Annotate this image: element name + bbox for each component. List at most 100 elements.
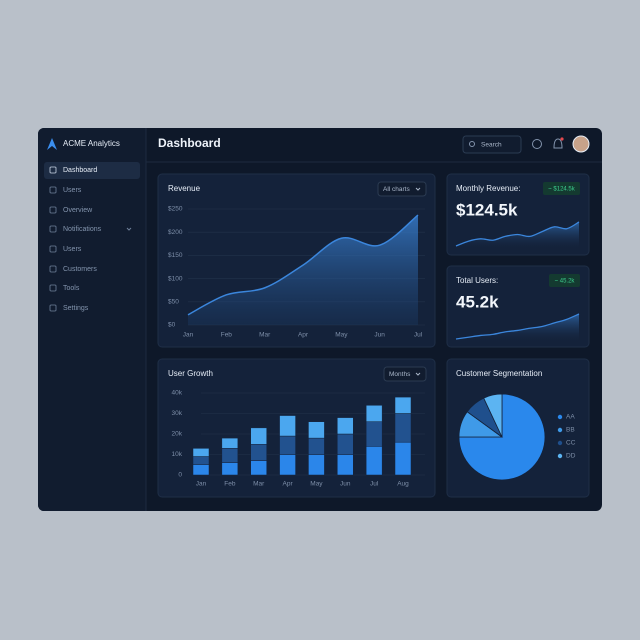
bar-segment (337, 454, 354, 476)
sparkline-fill (456, 314, 579, 343)
nav-icon (49, 206, 57, 214)
bar-segment (365, 446, 383, 476)
avatar[interactable] (572, 135, 590, 153)
active-item[interactable] (44, 162, 140, 179)
nav-item[interactable]: Settings (63, 305, 89, 312)
legend-dot (557, 453, 563, 459)
legend-label: AA (566, 414, 575, 421)
bar-segment (394, 441, 412, 476)
x-tick-label: Jul (370, 481, 379, 488)
nav-item[interactable]: Users (63, 187, 82, 194)
card-title: Total Users: (456, 276, 498, 285)
card-title: Monthly Revenue: (456, 184, 520, 193)
bar-segment (250, 444, 267, 461)
area-line (187, 214, 419, 316)
y-tick-label: 10k (172, 451, 183, 458)
bar-segment (192, 456, 210, 465)
chevron (415, 372, 421, 376)
bar-segment (279, 415, 296, 437)
legend-dot (557, 440, 563, 446)
chevron (415, 187, 421, 191)
y-tick-label: $250 (168, 206, 183, 213)
pie-slice (458, 393, 546, 481)
y-tick-label: 40k (172, 390, 183, 397)
bar-segment (365, 421, 383, 447)
chevron (126, 227, 132, 231)
x-tick-label: May (310, 481, 323, 488)
bar-segment (279, 435, 296, 455)
badge-dot (560, 137, 564, 141)
nav: Dashboard Users Overview Notifications Users… (49, 166, 102, 312)
badge (549, 274, 580, 287)
legend-label: BB (566, 427, 575, 434)
help-icon[interactable] (532, 139, 542, 149)
search-icon (469, 141, 475, 147)
bar-segment (365, 405, 383, 422)
legend-dot (557, 414, 563, 420)
legend-label: CC (566, 440, 576, 447)
y-tick-label: 0 (178, 472, 182, 479)
bar-segment (192, 464, 210, 476)
x-tick-label: Jul (414, 332, 423, 339)
bar-segment (394, 396, 412, 414)
search-box[interactable] (462, 135, 522, 154)
x-tick-label: Jan (183, 332, 194, 339)
x-tick-label: Feb (221, 332, 233, 339)
x-tick-label: Jan (196, 481, 207, 488)
x-tick-label: Apr (283, 481, 294, 488)
bar-segment (308, 454, 325, 476)
kpi: 45.2k (456, 292, 499, 311)
nav-item[interactable]: Tools (63, 285, 80, 292)
dropdown-text: All charts (383, 186, 410, 193)
bar-segment (337, 417, 354, 435)
x-tick-label: Mar (253, 481, 265, 488)
page-title: Dashboard (158, 136, 221, 150)
badge (543, 182, 580, 195)
y-tick-label: $50 (168, 299, 179, 306)
x-tick-label: Feb (224, 481, 236, 488)
x-tick-label: Aug (397, 481, 409, 488)
y-tick-label: $200 (168, 229, 183, 236)
bar-segment (279, 454, 296, 476)
x-tick-label: May (335, 332, 348, 339)
nav-item[interactable]: Users (63, 246, 82, 253)
x-tick-label: Mar (259, 332, 271, 339)
bar-segment (221, 462, 239, 476)
brand: ACME Analytics (63, 139, 120, 148)
bell-icon[interactable] (553, 138, 563, 149)
x-tick-label: Jun (340, 481, 351, 488)
bar-segment (221, 437, 239, 449)
nav-icon (49, 284, 57, 292)
y-tick-label: $0 (168, 322, 176, 329)
nav-item[interactable]: Dashboard (63, 167, 97, 174)
nav-icon (49, 245, 57, 253)
nav-icon (49, 166, 57, 174)
nav-icon (49, 225, 57, 233)
logo (47, 138, 57, 150)
y-tick-label: 30k (172, 410, 183, 417)
bar-segment (250, 427, 267, 445)
kpi: $124.5k (456, 200, 518, 219)
search-text: Search (481, 142, 502, 149)
card-title: Customer Segmentation (456, 369, 542, 378)
nav-item[interactable]: Customers (63, 266, 97, 273)
dropdown[interactable] (383, 366, 427, 382)
nav-item[interactable]: Notifications (63, 226, 102, 233)
bar-segment (308, 421, 325, 439)
bar-segment (250, 460, 267, 476)
x-tick-label: Jun (374, 332, 385, 339)
x-tick-label: Apr (298, 332, 309, 339)
sparkline (455, 221, 580, 247)
dropdown-text: Months (389, 371, 411, 378)
y-tick-label: $100 (168, 275, 183, 282)
legend-dot (557, 427, 563, 433)
nav-icon (49, 304, 57, 312)
bar-segment (221, 448, 239, 463)
card-title: User Growth (168, 369, 213, 378)
nav-item[interactable]: Overview (63, 207, 93, 214)
legend-label: DD (566, 453, 576, 460)
bar-segment (192, 448, 210, 457)
dropdown[interactable] (377, 181, 427, 197)
y-tick-label: 20k (172, 431, 183, 438)
badge-text: ~ $124.5k (548, 187, 576, 193)
